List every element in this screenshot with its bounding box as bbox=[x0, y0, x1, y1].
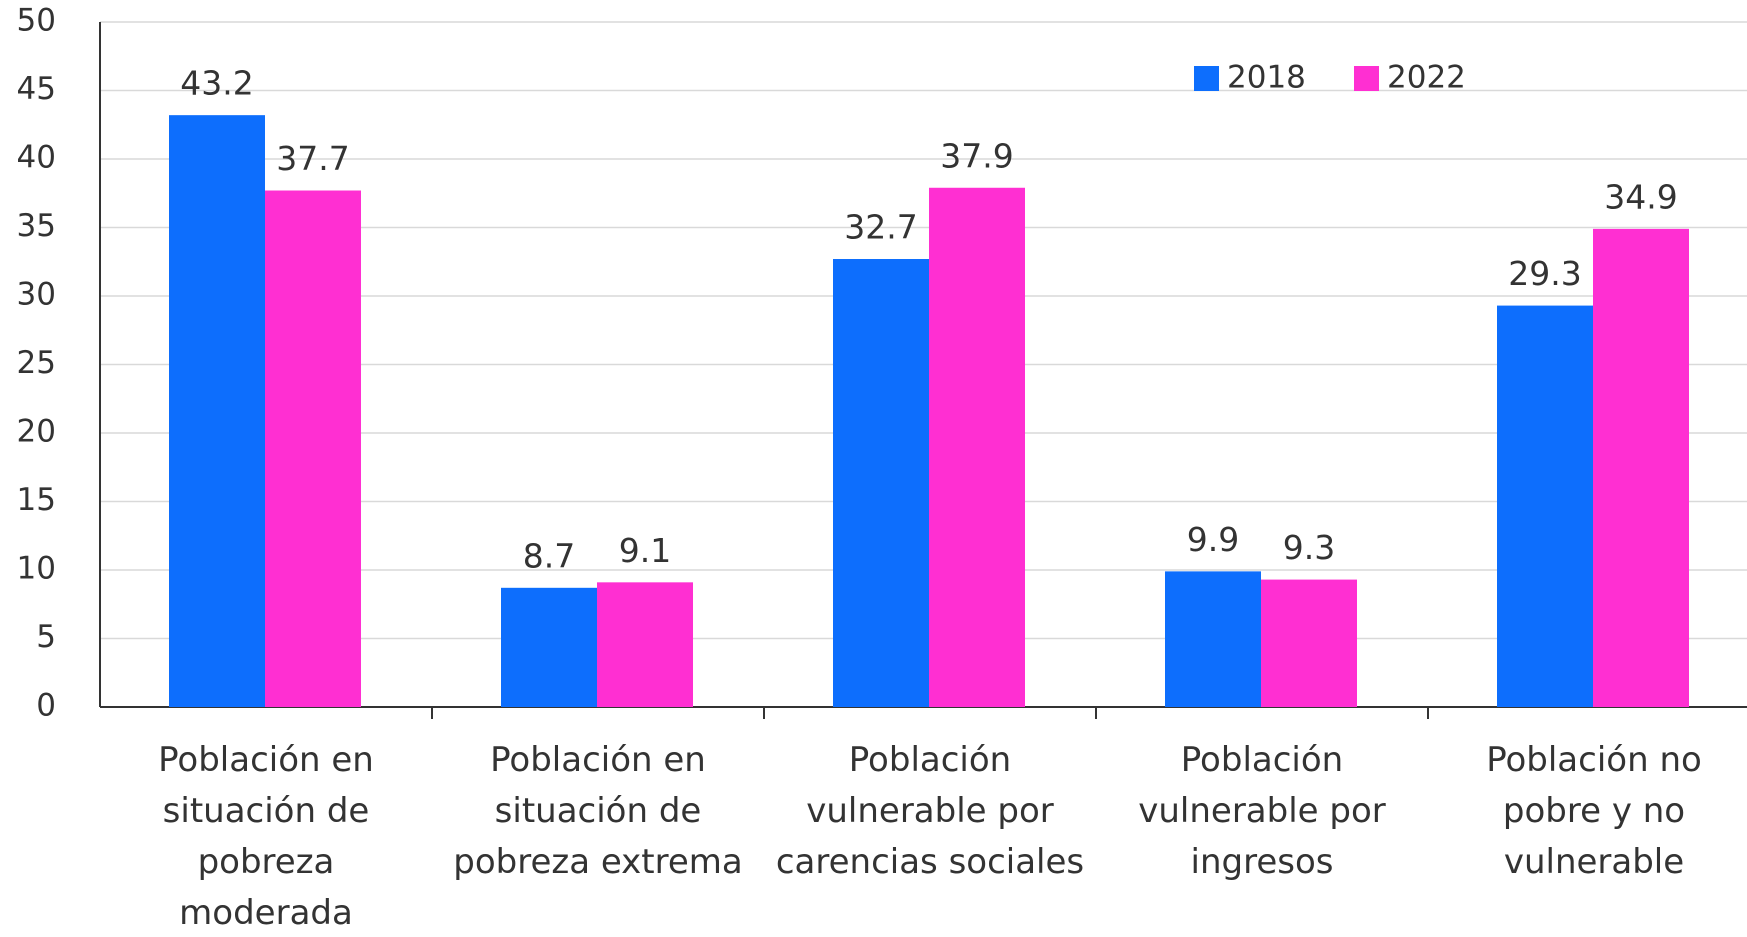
value-label: 37.9 bbox=[940, 136, 1013, 175]
legend-swatch bbox=[1354, 66, 1379, 91]
y-tick-label: 0 bbox=[36, 688, 56, 724]
value-label: 9.3 bbox=[1283, 528, 1335, 567]
bar bbox=[265, 190, 361, 707]
y-tick-label: 35 bbox=[17, 208, 56, 244]
legend-label: 2022 bbox=[1387, 60, 1466, 96]
value-label: 9.9 bbox=[1187, 520, 1239, 559]
bar bbox=[1593, 228, 1689, 707]
value-label: 43.2 bbox=[180, 64, 253, 103]
value-label: 8.7 bbox=[523, 536, 575, 575]
x-tick-label: Población en situación de pobreza modera… bbox=[158, 740, 374, 933]
y-tick-label: 20 bbox=[17, 414, 56, 450]
value-label: 9.1 bbox=[619, 531, 671, 570]
y-tick-label: 50 bbox=[17, 3, 56, 39]
bar bbox=[1497, 305, 1593, 707]
value-label: 34.9 bbox=[1604, 177, 1677, 216]
y-tick-label: 15 bbox=[17, 482, 56, 518]
bar bbox=[501, 587, 597, 707]
bar bbox=[929, 187, 1025, 707]
bar bbox=[1261, 579, 1357, 707]
y-tick-label: 45 bbox=[17, 71, 56, 107]
y-tick-label: 40 bbox=[17, 140, 56, 176]
bar bbox=[597, 582, 693, 707]
x-tick-label: Población vulnerable por carencias socia… bbox=[775, 740, 1085, 882]
y-tick-label: 5 bbox=[36, 619, 56, 655]
y-tick-label: 30 bbox=[17, 277, 56, 313]
y-tick-label: 10 bbox=[17, 551, 56, 587]
bar bbox=[1165, 571, 1261, 707]
x-tick-label: Población en situación de pobreza extrem… bbox=[453, 740, 743, 882]
x-tick-label: Población no pobre y no vulnerable bbox=[1486, 740, 1702, 882]
y-tick-label: 25 bbox=[17, 345, 56, 381]
bar bbox=[833, 259, 929, 707]
legend-swatch bbox=[1194, 66, 1219, 91]
x-tick-label: Población vulnerable por ingresos bbox=[1138, 740, 1386, 882]
value-label: 37.7 bbox=[276, 139, 349, 178]
bar bbox=[169, 115, 265, 707]
value-label: 29.3 bbox=[1508, 254, 1581, 293]
legend-label: 2018 bbox=[1227, 60, 1306, 96]
value-label: 32.7 bbox=[844, 208, 917, 247]
